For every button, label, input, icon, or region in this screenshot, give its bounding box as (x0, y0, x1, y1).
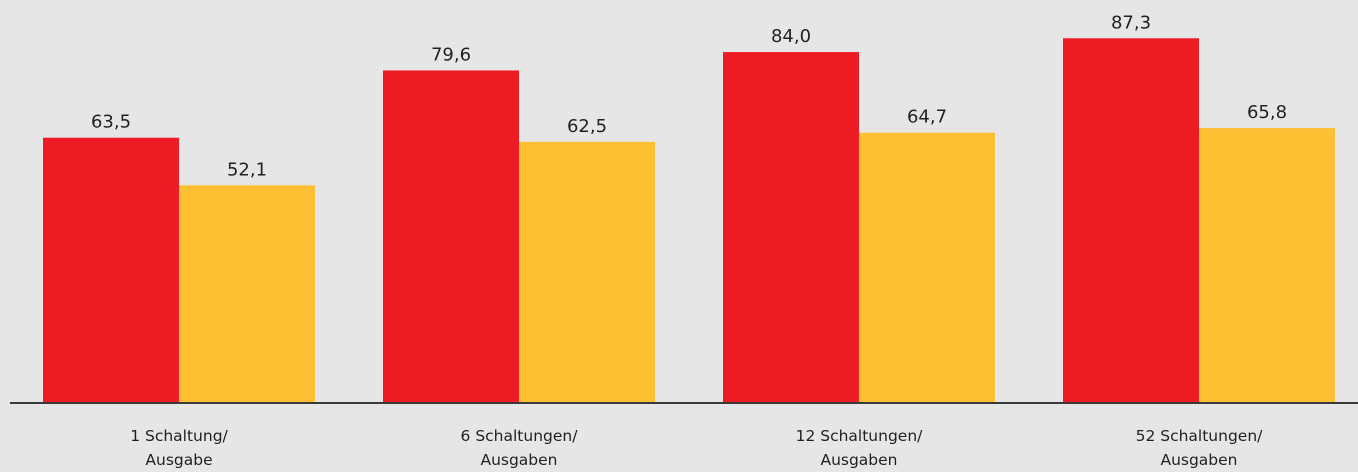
bar (1063, 38, 1199, 403)
value-label: 65,8 (1247, 102, 1287, 123)
bar (43, 137, 179, 403)
value-label: 63,5 (91, 112, 131, 133)
x-tick-label: 52 Schaltungen/ Ausgaben (1135, 427, 1263, 469)
x-tick-label: 12 Schaltungen/ Ausgaben (795, 427, 923, 469)
value-label: 52,1 (227, 159, 267, 180)
value-label: 87,3 (1111, 12, 1151, 33)
value-label: 62,5 (567, 116, 607, 137)
bar (859, 132, 995, 403)
bar (723, 52, 859, 404)
bar (519, 141, 655, 403)
x-tick-label: 6 Schaltungen/ Ausgaben (460, 427, 578, 469)
x-tick-label: 1 Schaltung/ Ausgabe (130, 427, 228, 469)
bar (1199, 128, 1335, 403)
bar (383, 70, 519, 404)
value-label: 64,7 (907, 107, 947, 128)
value-label: 79,6 (431, 44, 471, 65)
value-label: 84,0 (771, 26, 811, 47)
bar (179, 185, 315, 403)
